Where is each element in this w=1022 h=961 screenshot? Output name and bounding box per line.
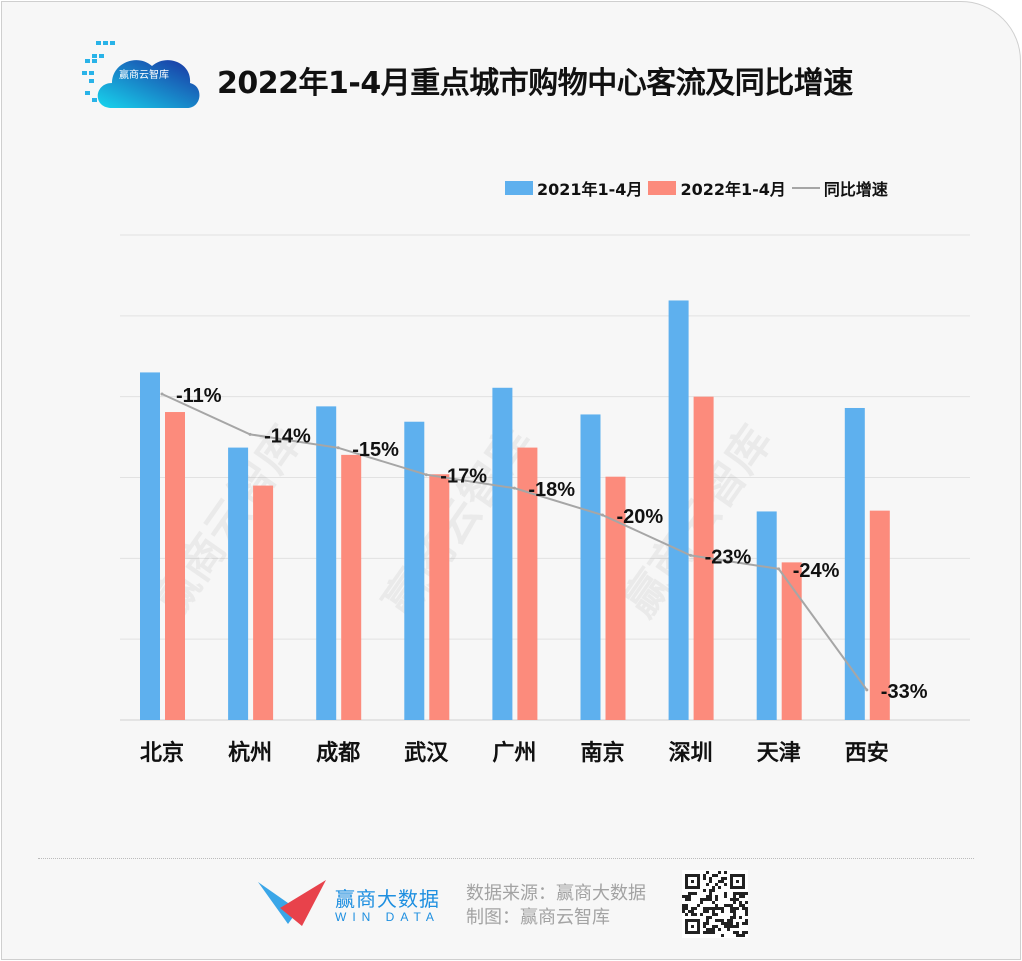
x-tick-label: 深圳 xyxy=(669,741,713,766)
growth-point xyxy=(248,432,252,436)
growth-data-label: -33% xyxy=(881,681,928,703)
bar-2021 xyxy=(228,447,249,720)
legend-label-growth: 同比增速 xyxy=(823,180,888,199)
x-tick-label: 西安 xyxy=(845,740,889,766)
growth-point xyxy=(865,688,869,692)
legend-label-2021: 2021年1-4月 xyxy=(537,180,643,199)
bar-2021 xyxy=(140,372,160,720)
growth-data-label: -17% xyxy=(440,466,487,488)
made-by-text: 制图：赢商云智库 xyxy=(466,907,610,928)
footer-brand-cn: 赢商大数据 xyxy=(335,887,440,911)
growth-data-label: -14% xyxy=(264,425,311,447)
x-tick-label: 北京 xyxy=(140,740,184,766)
yingshang-cloud-logo: 赢商云智库 xyxy=(82,41,200,108)
legend-label-2022: 2022年1-4月 xyxy=(680,180,786,199)
growth-point xyxy=(777,567,781,571)
bar-2022 xyxy=(341,454,362,720)
source-text: 数据来源：赢商大数据 xyxy=(466,883,646,904)
growth-data-label: -15% xyxy=(352,439,399,461)
x-tick-label: 南京 xyxy=(580,740,624,766)
bar-2022 xyxy=(253,485,274,720)
legend: 2021年1-4月 2022年1-4月 同比增速 xyxy=(505,176,894,200)
growth-point xyxy=(424,473,428,477)
footer-brand-en: WIN DATA xyxy=(335,910,440,924)
growth-data-label: -20% xyxy=(617,506,664,528)
growth-data-label: -11% xyxy=(176,385,222,407)
x-tick-label: 杭州 xyxy=(228,740,272,766)
legend-swatch-2022 xyxy=(648,181,677,195)
chart-title: 2022年1-4月重点城市购物中心客流及同比增速 xyxy=(217,66,853,101)
watermark: 赢商云智库 xyxy=(374,417,542,626)
qr-code[interactable] xyxy=(682,870,748,938)
growth-data-label: -24% xyxy=(793,560,840,582)
footer-divider xyxy=(38,858,974,859)
bar-2021 xyxy=(316,406,337,720)
bar-2022 xyxy=(605,476,626,720)
growth-point xyxy=(512,486,516,490)
windata-logo-icon xyxy=(258,880,326,926)
footer-source: 数据来源：赢商大数据 制图：赢商云智库 xyxy=(466,882,646,930)
legend-line-growth xyxy=(791,187,820,189)
bar-2021 xyxy=(668,300,689,720)
growth-point xyxy=(689,553,693,557)
legend-item-growth: 同比增速 xyxy=(791,176,888,200)
bar-2022 xyxy=(429,474,450,720)
bar-2022 xyxy=(869,510,890,720)
x-tick-label: 广州 xyxy=(492,740,536,766)
legend-item-2021: 2021年1-4月 xyxy=(505,176,642,200)
x-tick-label: 天津 xyxy=(757,740,801,766)
bar-2022 xyxy=(517,447,538,720)
bar-2021 xyxy=(756,511,777,720)
bar-2021 xyxy=(404,421,425,720)
bar-2022 xyxy=(165,412,185,720)
legend-swatch-2021 xyxy=(505,181,533,195)
bar-2021 xyxy=(580,414,601,720)
growth-data-label: -18% xyxy=(528,479,575,501)
growth-point xyxy=(160,392,164,396)
x-tick-label: 成都 xyxy=(316,741,360,766)
legend-item-2022: 2022年1-4月 xyxy=(648,176,786,200)
bar-2022 xyxy=(781,562,802,720)
growth-point xyxy=(336,446,340,450)
bar-2021 xyxy=(492,387,513,720)
growth-point xyxy=(601,513,604,517)
growth-data-label: -23% xyxy=(705,546,752,568)
svg-text:赢商云智库: 赢商云智库 xyxy=(119,68,169,81)
bar-2021 xyxy=(844,407,865,720)
x-tick-label: 武汉 xyxy=(404,741,449,766)
